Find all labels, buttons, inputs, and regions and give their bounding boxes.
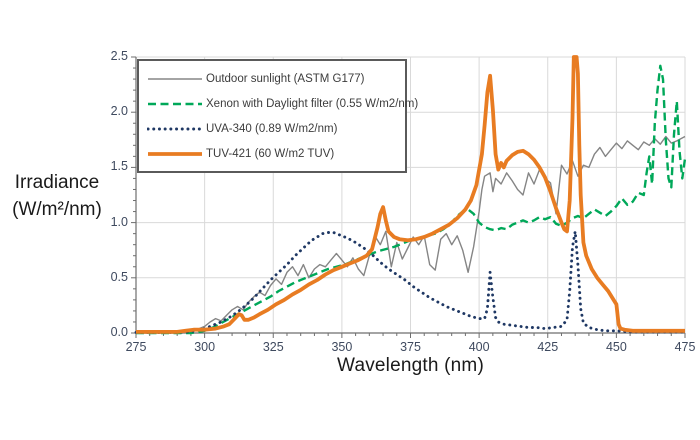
x-tick-label: 400 xyxy=(468,340,490,354)
series-line-outdoor-sunlight xyxy=(136,135,686,334)
legend-swatch-line xyxy=(148,102,202,105)
legend-swatch-line xyxy=(148,151,202,156)
y-axis-title-line2: (W/m²/nm) xyxy=(12,199,102,220)
x-tick-label: 325 xyxy=(262,340,284,354)
legend-label: Xenon with Daylight filter (0.55 W/m2/nm… xyxy=(206,97,419,110)
x-tick-label: 375 xyxy=(400,340,421,354)
axis-lines-and-ticks xyxy=(131,56,686,338)
x-tick-label: 350 xyxy=(331,340,353,354)
legend-item: TUV-421 (60 W/m2 TUV) xyxy=(147,147,397,161)
y-axis-title-line1: Irradiance xyxy=(14,172,100,193)
series-line-tuv-421 xyxy=(136,55,685,334)
legend-item: UVA-340 (0.89 W/m2/nm) xyxy=(147,122,397,136)
y-tick-label: 2.0 xyxy=(110,104,128,119)
legend-label: Outdoor sunlight (ASTM G177) xyxy=(206,72,365,85)
x-axis-title: Wavelength (nm) xyxy=(337,355,484,376)
legend: Outdoor sunlight (ASTM G177) Xenon with … xyxy=(137,59,418,173)
x-tick-label: 425 xyxy=(537,340,559,354)
series-lines xyxy=(134,55,687,335)
x-tick-label: 450 xyxy=(605,340,627,354)
legend-label: TUV-421 (60 W/m2 TUV) xyxy=(206,147,335,160)
legend-item: Xenon with Daylight filter (0.55 W/m2/nm… xyxy=(147,97,418,111)
y-tick-label: 0.5 xyxy=(110,269,128,284)
y-tick-label: 1.5 xyxy=(110,159,128,174)
legend-swatch-line xyxy=(147,127,203,130)
y-axis-title: Irradiance (W/m²/nm) xyxy=(0,169,114,223)
x-tick-label: 475 xyxy=(674,340,696,354)
series-line-uva-340 xyxy=(134,229,687,334)
y-tick-label: 0.0 xyxy=(110,325,128,339)
x-tick-label: 275 xyxy=(125,340,147,354)
legend-label: UVA-340 (0.89 W/m2/nm) xyxy=(206,122,338,135)
y-tick-label: 1.0 xyxy=(110,214,128,229)
x-tick-label: 300 xyxy=(194,340,216,354)
legend-swatch-line xyxy=(148,77,202,80)
legend-item: Outdoor sunlight (ASTM G177) xyxy=(147,72,397,86)
y-tick-label: 2.5 xyxy=(110,49,128,63)
series-line-xenon-daylight-filter xyxy=(136,64,687,335)
